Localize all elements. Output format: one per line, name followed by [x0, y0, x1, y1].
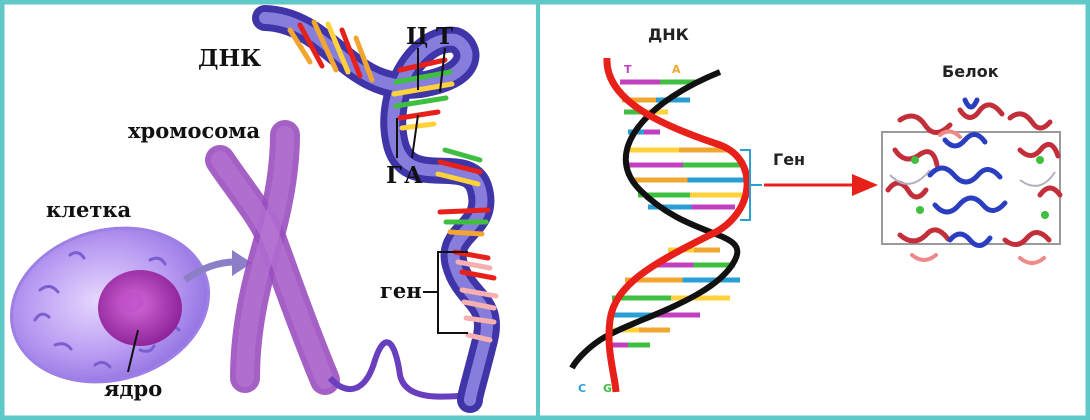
base-g-label: Г — [386, 162, 402, 189]
dna-strand-black — [569, 69, 741, 370]
bottom-base-left: C — [578, 382, 586, 395]
chromosome-label: хромосома — [128, 118, 260, 143]
left-panel: ДНК Ц Т Г А хромосома клетка ядро ген — [9, 5, 500, 413]
dna-coil — [252, 5, 500, 413]
right-panel: ДНК T A C G Ген Белок — [569, 25, 1063, 395]
chromatin-thread — [327, 339, 471, 400]
right-dna-label: ДНК — [648, 25, 689, 44]
dna-coil-bases — [287, 19, 499, 343]
chromosome-shape — [205, 120, 340, 395]
left-gene-label: ген — [380, 278, 422, 303]
cell-label: клетка — [46, 197, 132, 222]
dna-strand-red — [603, 57, 751, 393]
top-base-left: T — [624, 63, 632, 76]
cell-illustration — [9, 226, 211, 384]
protein-structure — [881, 97, 1063, 265]
protein-label: Белок — [942, 62, 999, 81]
base-a-label: А — [404, 162, 423, 189]
right-gene-label: Ген — [773, 150, 805, 169]
nucleus-pointer — [127, 329, 139, 373]
top-base-right: A — [672, 63, 681, 76]
nucleus-label: ядро — [104, 376, 162, 401]
base-c-label: Ц — [406, 23, 428, 50]
base-t-label: Т — [436, 23, 453, 50]
left-dna-label: ДНК — [198, 45, 261, 72]
base-pointer-lines — [396, 47, 446, 159]
cell-to-chromosome-arrow — [182, 258, 236, 283]
bottom-base-right: G — [603, 382, 612, 395]
left-gene-bracket — [423, 251, 468, 334]
right-gene-bracket — [740, 149, 762, 221]
